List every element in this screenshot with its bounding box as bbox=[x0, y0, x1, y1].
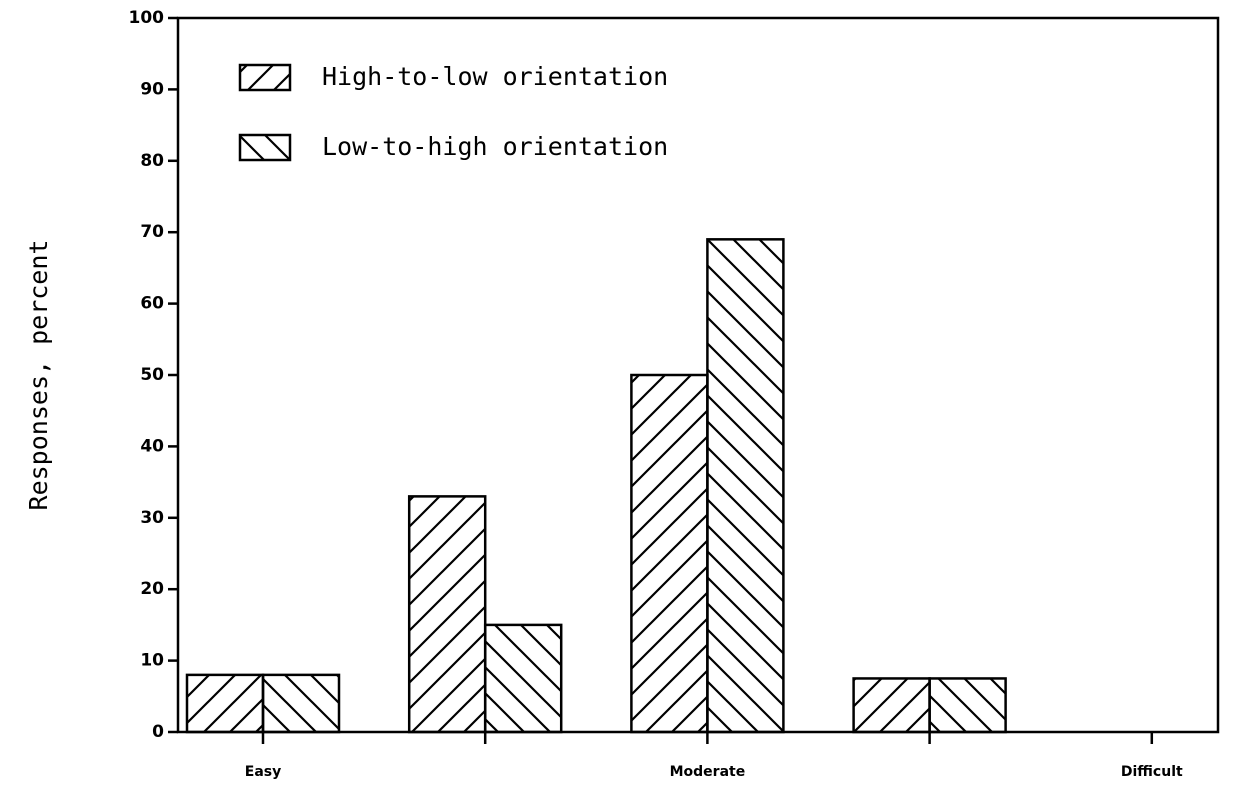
y-tick-label: 0 bbox=[152, 722, 164, 742]
y-tick-label: 70 bbox=[140, 222, 164, 242]
bar bbox=[483, 623, 563, 734]
y-tick-label: 20 bbox=[140, 579, 164, 599]
y-tick-label: 40 bbox=[140, 436, 164, 456]
x-tick-label: Easy bbox=[245, 764, 281, 780]
bar bbox=[928, 677, 1007, 734]
y-tick-label: 10 bbox=[140, 651, 164, 671]
y-tick-label: 80 bbox=[140, 151, 164, 171]
y-tick-label: 50 bbox=[140, 365, 164, 385]
bar bbox=[852, 677, 931, 734]
legend-swatch bbox=[238, 63, 292, 92]
y-tick-label: 30 bbox=[140, 508, 164, 528]
x-tick-label: Difficult bbox=[1121, 764, 1183, 780]
y-tick-label: 100 bbox=[129, 8, 165, 28]
y-axis-label: Responses, percent bbox=[24, 240, 53, 511]
bar bbox=[630, 373, 709, 734]
bar bbox=[261, 673, 341, 734]
x-tick-label: Moderate bbox=[670, 764, 746, 780]
bar bbox=[706, 238, 785, 734]
bar bbox=[407, 495, 487, 734]
legend-label: High-to-low orientation bbox=[322, 62, 668, 91]
bar bbox=[185, 673, 265, 734]
legend-swatch bbox=[238, 133, 292, 162]
y-tick-label: 60 bbox=[140, 294, 164, 314]
legend-label: Low-to-high orientation bbox=[322, 132, 668, 161]
y-tick-label: 90 bbox=[140, 79, 164, 99]
